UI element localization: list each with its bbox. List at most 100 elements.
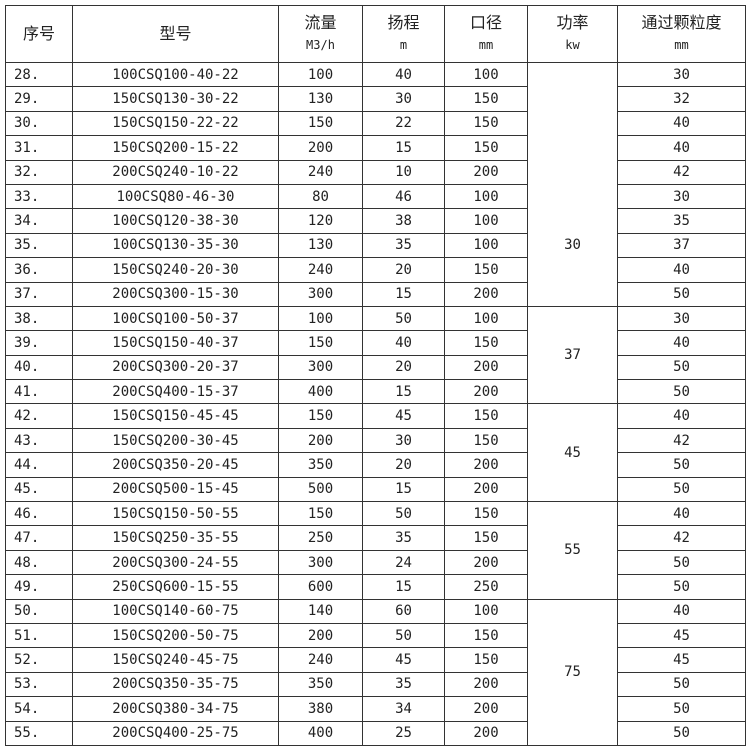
cell-diameter: 200 (444, 720, 528, 746)
cell-flow: 130 (278, 232, 363, 259)
cell-particle-size: 45 (617, 622, 746, 649)
table-row: 44. 200CSQ350-20-45 350 20 200 50 (5, 452, 746, 478)
cell-particle-size: 40 (617, 330, 746, 356)
cell-model: 150CSQ200-15-22 (72, 135, 279, 161)
table-row: 39. 150CSQ150-40-37 150 40 150 40 (5, 330, 746, 356)
cell-flow: 100 (278, 305, 363, 332)
table-row: 51. 150CSQ200-50-75 200 50 150 45 (5, 622, 746, 649)
cell-head: 50 (362, 622, 445, 649)
cell-particle-size: 50 (617, 549, 746, 576)
cell-power: 37 (527, 305, 618, 405)
table-row: 30. 150CSQ150-22-22 150 22 150 40 (5, 110, 746, 137)
table-row: 43. 150CSQ200-30-45 200 30 150 42 (5, 427, 746, 454)
cell-diameter: 200 (444, 452, 528, 478)
cell-particle-size: 50 (617, 354, 746, 381)
table-row: 49. 250CSQ600-15-55 600 15 250 50 (5, 574, 746, 600)
header-label: 通过颗粒度 (641, 13, 722, 32)
header-label: 口径 (469, 13, 502, 32)
cell-particle-size: 42 (617, 525, 746, 551)
cell-index: 28. (5, 61, 73, 88)
table-row: 53. 200CSQ350-35-75 350 35 200 50 (5, 671, 746, 698)
cell-particle-size: 30 (617, 305, 746, 332)
cell-flow: 300 (278, 549, 363, 576)
cell-head: 45 (362, 647, 445, 673)
cell-model: 150CSQ200-30-45 (72, 427, 279, 454)
table-body: 28. 100CSQ100-40-22 100 40 100 30 29. 150CSQ130… (5, 61, 746, 746)
cell-flow: 400 (278, 720, 363, 746)
cell-flow: 150 (278, 330, 363, 356)
cell-model: 150CSQ130-30-22 (72, 86, 279, 112)
table-row: 34. 100CSQ120-38-30 120 38 100 35 (5, 208, 746, 234)
header-unit: M3/h (306, 38, 335, 52)
cell-head: 34 (362, 696, 445, 722)
header-label: 型号 (159, 24, 192, 43)
cell-flow: 140 (278, 598, 363, 624)
table-row: 36. 150CSQ240-20-30 240 20 150 40 (5, 257, 746, 283)
cell-index: 40. (5, 354, 73, 381)
cell-model: 100CSQ140-60-75 (72, 598, 279, 624)
table-row: 35. 100CSQ130-35-30 130 35 100 37 (5, 232, 746, 259)
cell-head: 35 (362, 232, 445, 259)
cell-diameter: 200 (444, 476, 528, 503)
cell-model: 200CSQ300-15-30 (72, 281, 279, 307)
cell-index: 34. (5, 208, 73, 234)
cell-index: 48. (5, 549, 73, 576)
cell-diameter: 150 (444, 86, 528, 112)
cell-model: 100CSQ120-38-30 (72, 208, 279, 234)
cell-diameter: 200 (444, 159, 528, 185)
cell-flow: 350 (278, 452, 363, 478)
cell-model: 100CSQ100-50-37 (72, 305, 279, 332)
cell-diameter: 150 (444, 110, 528, 137)
cell-diameter: 100 (444, 232, 528, 259)
cell-index: 31. (5, 135, 73, 161)
cell-model: 250CSQ600-15-55 (72, 574, 279, 600)
cell-particle-size: 50 (617, 476, 746, 503)
cell-model: 100CSQ130-35-30 (72, 232, 279, 259)
cell-model: 150CSQ250-35-55 (72, 525, 279, 551)
table-row: 32. 200CSQ240-10-22 240 10 200 42 (5, 159, 746, 185)
cell-head: 40 (362, 61, 445, 88)
cell-model: 200CSQ240-10-22 (72, 159, 279, 185)
cell-index: 41. (5, 379, 73, 405)
table-row: 29. 150CSQ130-30-22 130 30 150 32 (5, 86, 746, 112)
header-unit: kw (565, 38, 580, 52)
cell-model: 150CSQ240-20-30 (72, 257, 279, 283)
cell-flow: 130 (278, 86, 363, 112)
cell-diameter: 150 (444, 525, 528, 551)
cell-head: 24 (362, 549, 445, 576)
header-row: 序号 型号 流量 M3/h 扬程 m 口径 mm 功率 kw 通过颗粒度 mm (5, 5, 746, 63)
cell-head: 15 (362, 135, 445, 161)
cell-diameter: 150 (444, 257, 528, 283)
table-row: 45. 200CSQ500-15-45 500 15 200 50 (5, 476, 746, 503)
cell-diameter: 100 (444, 61, 528, 88)
cell-diameter: 200 (444, 379, 528, 405)
cell-diameter: 150 (444, 330, 528, 356)
cell-index: 51. (5, 622, 73, 649)
cell-diameter: 200 (444, 549, 528, 576)
cell-particle-size: 50 (617, 720, 746, 746)
table-row: 38. 100CSQ100-50-37 100 50 100 37 30 (5, 305, 746, 405)
cell-head: 45 (362, 403, 445, 429)
cell-head: 30 (362, 427, 445, 454)
cell-index: 46. (5, 501, 73, 527)
cell-model: 150CSQ150-22-22 (72, 110, 279, 137)
cell-index: 45. (5, 476, 73, 503)
cell-model: 200CSQ350-20-45 (72, 452, 279, 478)
header-model: 型号 (72, 5, 279, 63)
cell-particle-size: 50 (617, 574, 746, 600)
table-row: 50. 100CSQ140-60-75 140 60 100 75 40 (5, 598, 746, 746)
table-row: 55. 200CSQ400-25-75 400 25 200 50 (5, 720, 746, 746)
cell-flow: 200 (278, 622, 363, 649)
cell-head: 46 (362, 183, 445, 210)
cell-flow: 240 (278, 257, 363, 283)
cell-model: 200CSQ350-35-75 (72, 671, 279, 698)
cell-index: 42. (5, 403, 73, 429)
cell-model: 100CSQ80-46-30 (72, 183, 279, 210)
cell-diameter: 200 (444, 354, 528, 381)
cell-head: 35 (362, 525, 445, 551)
cell-head: 50 (362, 305, 445, 332)
table-row: 48. 200CSQ300-24-55 300 24 200 50 (5, 549, 746, 576)
cell-power: 30 (527, 184, 618, 307)
cell-index: 35. (5, 232, 73, 259)
table-row: 28. 100CSQ100-40-22 100 40 100 30 (5, 61, 746, 185)
